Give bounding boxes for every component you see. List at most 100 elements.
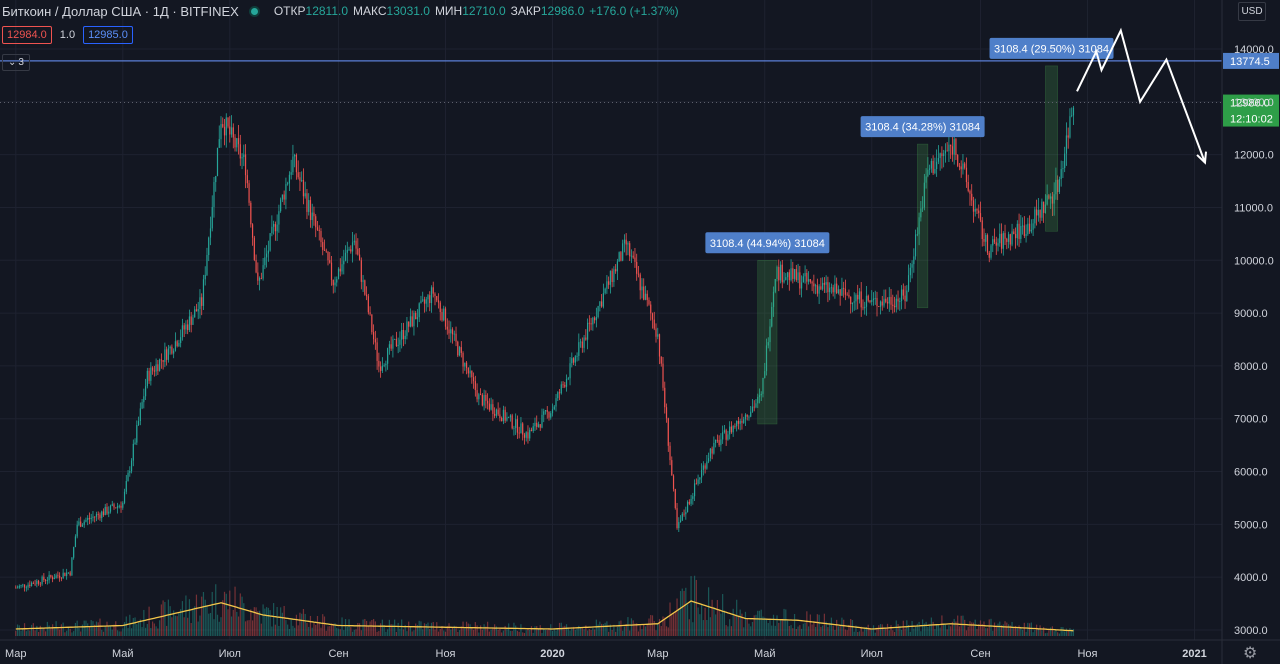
volume-bar xyxy=(472,629,475,636)
candle-body xyxy=(895,298,897,308)
projection-path[interactable] xyxy=(1076,27,1206,163)
candle-body xyxy=(839,289,841,296)
measure-box[interactable] xyxy=(917,143,929,309)
candle-body xyxy=(218,139,220,148)
candle-body xyxy=(99,514,101,519)
volume-bar xyxy=(52,624,54,636)
measure-box[interactable] xyxy=(1045,65,1058,232)
measure-label-box[interactable] xyxy=(860,116,985,138)
chart-drawings[interactable]: 13774.5 12986.0 12:10:02 xyxy=(0,27,1279,165)
candle-body xyxy=(1034,209,1036,224)
volume-bar xyxy=(841,617,843,636)
volume-bar xyxy=(95,621,98,636)
measure-label-box[interactable] xyxy=(705,232,830,254)
volume-bar xyxy=(604,622,606,636)
volume-bar xyxy=(732,608,734,636)
measure-box[interactable] xyxy=(757,260,778,425)
gear-icon[interactable]: ⚙ xyxy=(1243,645,1258,662)
candle-body xyxy=(813,283,815,287)
candle-body xyxy=(943,153,945,157)
volume-bar xyxy=(820,626,822,636)
candle-body xyxy=(1067,135,1069,138)
candle-body xyxy=(662,363,664,388)
volume-bar xyxy=(643,623,645,636)
candle-body xyxy=(860,291,862,308)
candle-body xyxy=(651,313,654,320)
candle-body xyxy=(518,432,520,434)
candle-body xyxy=(450,329,452,334)
indicators-collapse-button[interactable]: ⌄ 3 xyxy=(2,54,30,71)
volume-bar xyxy=(1014,625,1017,636)
candle-body xyxy=(716,439,718,441)
volume-bar xyxy=(1006,622,1008,636)
candle-body xyxy=(807,279,810,282)
volume-bar xyxy=(902,620,904,636)
candle-body xyxy=(337,268,340,280)
candle-body xyxy=(358,254,361,261)
candle-body xyxy=(381,365,383,371)
volume-bar xyxy=(934,629,936,636)
candle-body xyxy=(453,333,455,335)
volume-bar xyxy=(686,604,689,636)
volume-bar xyxy=(280,607,282,636)
volume-bar xyxy=(827,627,829,636)
candle-body xyxy=(625,239,627,245)
candles[interactable] xyxy=(15,105,1075,592)
candle-body xyxy=(248,183,250,203)
volume-bar xyxy=(804,622,806,636)
candle-body xyxy=(422,299,424,301)
candle-body xyxy=(408,321,410,327)
ohlc-close: ЗАКР12986.0 xyxy=(510,4,585,18)
volume-bar xyxy=(194,606,196,636)
volume-bar xyxy=(202,592,205,636)
candle-body xyxy=(1051,196,1053,204)
candle-body xyxy=(657,334,659,337)
volume-bar xyxy=(346,626,348,636)
sell-price-button[interactable]: 12984.0 xyxy=(2,26,52,44)
volume-bar xyxy=(895,620,897,636)
volume-bar xyxy=(258,610,261,636)
volume-bar xyxy=(574,629,576,636)
volume-bar xyxy=(506,629,508,636)
volume-bar xyxy=(1039,625,1041,636)
volume-bar xyxy=(316,615,319,636)
volume-bar xyxy=(260,623,262,636)
candle-body xyxy=(52,577,54,580)
candle-body xyxy=(1023,225,1025,236)
candle-body xyxy=(371,314,373,333)
candle-body xyxy=(576,355,578,357)
volume-bar xyxy=(18,625,20,636)
x-tick-label: 2020 xyxy=(540,648,564,660)
volume-bar xyxy=(41,627,43,636)
x-tick-label: 2021 xyxy=(1182,648,1206,660)
candle-body xyxy=(1046,195,1048,205)
volume-bar xyxy=(799,625,801,636)
volume-bar xyxy=(457,631,459,636)
candle-body xyxy=(101,511,103,519)
buy-price-button[interactable]: 12985.0 xyxy=(83,26,133,44)
candle-body xyxy=(758,395,761,397)
candle-body xyxy=(364,280,366,295)
volume-bar xyxy=(518,631,520,636)
currency-button[interactable]: USD xyxy=(1238,2,1266,21)
volume-bar xyxy=(397,622,399,636)
symbol-title[interactable]: Биткоин / Доллар США · 1Д · BITFINEX xyxy=(2,3,239,19)
measure-label-box[interactable] xyxy=(989,37,1114,59)
candle-body xyxy=(318,229,320,231)
candle-body xyxy=(929,168,931,170)
volume-bar xyxy=(425,623,427,636)
volume-bar xyxy=(913,628,915,636)
measurement-boxes[interactable]: 3108.4 (44.94%) 31084 3108.4 (34.28%) 310… xyxy=(705,37,1114,425)
volume-bar xyxy=(220,617,222,636)
candle-body xyxy=(401,329,403,340)
candle-body xyxy=(734,426,736,427)
candle-body xyxy=(464,362,466,367)
candle-body xyxy=(690,498,692,504)
x-tick-label: Ноя xyxy=(1077,648,1097,660)
volume-bar xyxy=(111,629,113,636)
volume-bar xyxy=(478,632,480,636)
candle-body xyxy=(565,379,568,387)
candle-body xyxy=(841,287,843,296)
volume-bar xyxy=(990,618,992,636)
